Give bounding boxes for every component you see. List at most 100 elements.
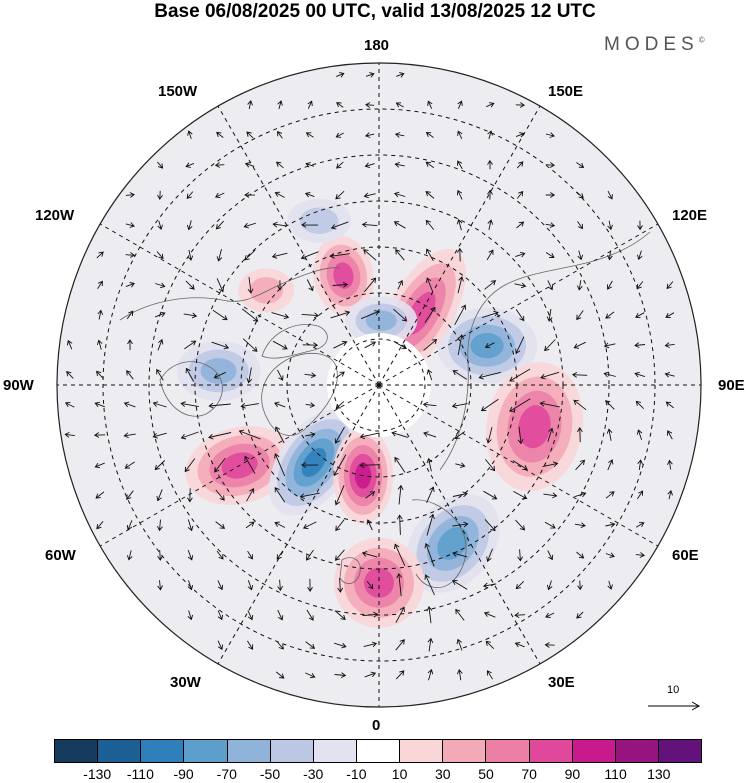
wind-arrow <box>271 252 288 259</box>
wind-arrow <box>95 491 105 499</box>
wind-arrow <box>126 310 134 320</box>
wind-arrow <box>245 521 255 529</box>
wind-arrow <box>329 252 350 259</box>
wind-arrow <box>187 519 194 532</box>
wind-arrow <box>277 609 284 621</box>
wind-arrow <box>300 251 319 260</box>
anomaly-contour <box>437 526 469 560</box>
anomaly-contour <box>364 567 394 598</box>
wind-arrow <box>480 398 499 412</box>
wind-arrow <box>180 431 199 440</box>
colorbar-swatch <box>98 740 142 762</box>
wind-arrow <box>516 190 524 199</box>
wind-arrow <box>576 280 583 291</box>
wind-arrow <box>517 549 523 562</box>
wind-arrow <box>485 459 496 472</box>
wind-arrow <box>304 192 315 198</box>
wind-arrow <box>125 222 135 228</box>
wind-vectors <box>64 72 675 681</box>
wind-arrow <box>306 609 314 621</box>
wind-arrow <box>605 491 615 499</box>
wind-arrow <box>208 432 232 440</box>
wind-arrow <box>244 192 256 198</box>
wind-arrow <box>483 611 496 618</box>
wind-arrow <box>271 312 290 320</box>
wind-arrow <box>334 610 346 620</box>
wind-arrow <box>545 192 556 198</box>
wind-arrow <box>214 192 225 199</box>
wind-arrow <box>213 371 226 379</box>
colorbar-swatch <box>400 740 444 762</box>
wind-arrow <box>634 342 646 349</box>
wind-arrow <box>277 579 283 592</box>
wind-arrow <box>246 367 253 384</box>
wind-arrow <box>540 371 560 380</box>
wind-arrow <box>427 100 433 109</box>
wind-arrow <box>217 640 224 651</box>
wind-arrow <box>395 639 405 651</box>
wind-arrow <box>66 370 74 379</box>
wind-arrow <box>216 550 224 560</box>
wind-arrow <box>247 610 254 621</box>
wind-arrow <box>361 221 378 228</box>
wind-arrow <box>216 131 224 138</box>
anomaly-contour <box>300 207 339 234</box>
wind-arrow <box>215 489 225 501</box>
wind-arrow <box>274 453 286 477</box>
wind-arrow <box>97 309 104 320</box>
wind-arrow <box>152 432 167 439</box>
wind-arrow <box>456 189 463 200</box>
wind-arrow <box>576 611 584 619</box>
wind-arrow <box>126 370 134 380</box>
wind-arrow <box>275 426 285 444</box>
wind-arrow <box>637 220 643 231</box>
wind-arrow <box>486 670 493 680</box>
wind-arrow <box>277 280 283 291</box>
wind-arrow <box>423 338 438 351</box>
wind-arrow <box>244 162 255 168</box>
wind-arrow <box>394 161 405 168</box>
wind-arrow <box>636 281 644 290</box>
colorbar-tick-label: 50 <box>478 766 494 782</box>
wind-arrow <box>607 280 613 290</box>
wind-arrow <box>363 641 378 648</box>
wind-arrow <box>335 401 345 410</box>
longitude-label-60w: 60W <box>45 547 76 564</box>
wind-arrow <box>335 132 344 138</box>
scandinavia-coast <box>411 499 467 588</box>
wind-arrow <box>427 637 434 652</box>
longitude-label-30w: 30W <box>170 674 201 691</box>
reference-vector-label: 10 <box>667 684 680 696</box>
wind-arrow <box>487 219 494 230</box>
wind-arrow <box>515 102 526 108</box>
wind-arrow <box>187 249 194 261</box>
wind-arrow <box>208 402 231 409</box>
colorbar-tick-label: -110 <box>126 766 154 782</box>
longitude-label-60e: 60E <box>672 547 699 564</box>
negative-anomaly-beaufort <box>345 296 418 345</box>
wind-arrow <box>364 341 377 349</box>
wind-arrow <box>544 339 556 352</box>
wind-arrow <box>274 191 285 198</box>
wind-arrow <box>157 338 164 351</box>
wind-arrow <box>243 222 256 229</box>
wind-arrow <box>336 161 344 169</box>
colorbar-tick-label: 90 <box>564 766 581 782</box>
wind-arrow <box>123 401 136 408</box>
wind-arrow <box>187 580 194 591</box>
colorbar-swatch <box>141 740 185 762</box>
wind-arrow <box>247 100 253 110</box>
wind-arrow <box>244 249 256 261</box>
wind-arrow <box>636 429 643 441</box>
wind-arrow <box>94 462 105 469</box>
wind-arrow <box>359 432 380 440</box>
wind-arrow <box>457 160 463 170</box>
wind-arrow <box>274 486 286 503</box>
wind-arrow <box>425 219 435 230</box>
wind-arrow <box>305 431 316 438</box>
wind-arrow <box>365 102 375 108</box>
wind-arrow <box>276 550 284 560</box>
wind-arrow <box>272 221 287 228</box>
wind-arrow <box>126 490 134 500</box>
wind-arrow <box>425 191 435 199</box>
